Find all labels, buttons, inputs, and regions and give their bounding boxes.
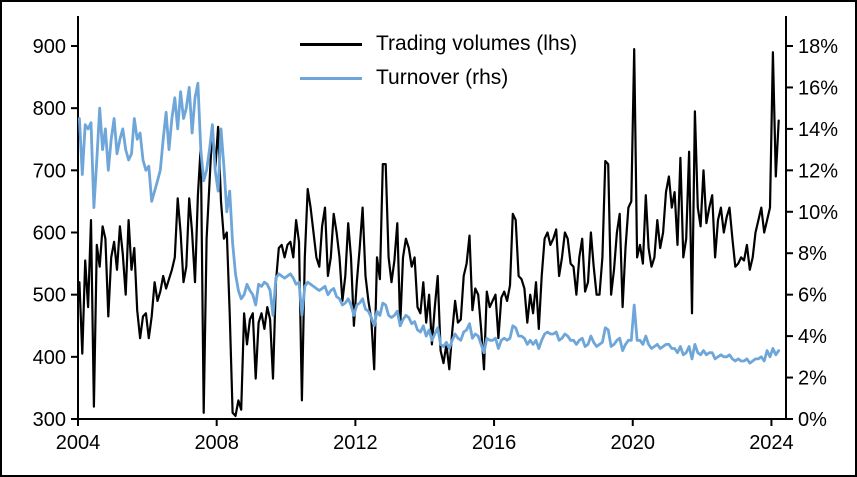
x-axis-tick-label: 2012 [333,432,378,454]
x-axis-tick-label: 2008 [194,432,239,454]
right-axis-tick-label: 18% [798,36,838,58]
series-line-trading-volumes [78,47,780,417]
legend-label-turnover: Turnover (rhs) [376,66,509,89]
x-axis-tick-label: 2004 [56,432,101,454]
legend-item-trading-volumes: Trading volumes (lhs) [300,32,577,56]
right-axis-tick-label: 10% [798,202,838,224]
turnover-line-swatch-icon [300,76,362,80]
left-axis-tick-label: 500 [33,285,66,307]
right-axis-tick-label: 2% [798,368,827,390]
left-axis-tick-label: 600 [33,223,66,245]
left-axis-tick-label: 300 [33,409,66,431]
left-axis-tick-label: 700 [33,160,66,182]
x-axis-tick-label: 2020 [611,432,656,454]
right-axis-tick-label: 0% [798,409,827,431]
left-axis-tick-label: 400 [33,347,66,369]
series-line-turnover [78,81,781,365]
right-axis-tick-label: 6% [798,285,827,307]
trading-volumes-line-swatch-icon [300,42,362,46]
x-axis-tick-label: 2024 [749,432,794,454]
right-axis-tick-label: 4% [798,326,827,348]
right-axis-tick-label: 8% [798,243,827,265]
right-axis-tick-label: 16% [798,77,838,99]
legend-item-turnover: Turnover (rhs) [300,66,577,90]
chart-legend: Trading volumes (lhs) Turnover (rhs) [300,32,577,90]
left-axis-tick-label: 900 [33,36,66,58]
legend-label-trading-volumes: Trading volumes (lhs) [376,32,578,55]
x-axis-tick-label: 2016 [472,432,517,454]
left-axis-tick-label: 800 [33,98,66,120]
right-axis-tick-label: 14% [798,119,838,141]
right-axis-tick-label: 12% [798,160,838,182]
